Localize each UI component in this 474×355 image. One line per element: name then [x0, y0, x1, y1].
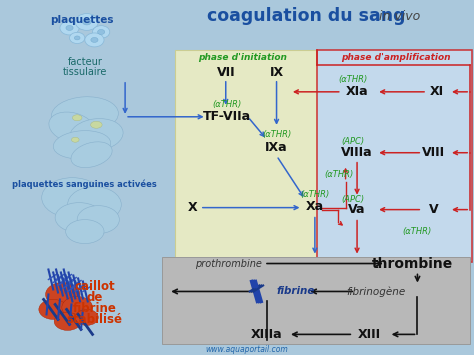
- Text: V: V: [429, 203, 438, 216]
- Text: thrombine: thrombine: [372, 257, 453, 271]
- Text: fibrinogène: fibrinogène: [346, 286, 406, 297]
- Ellipse shape: [42, 178, 103, 218]
- Text: IXa: IXa: [265, 141, 288, 154]
- Text: (APC): (APC): [342, 195, 365, 204]
- Ellipse shape: [77, 206, 119, 234]
- Ellipse shape: [39, 300, 68, 320]
- Text: VIIIa: VIIIa: [341, 146, 373, 159]
- Ellipse shape: [72, 137, 79, 142]
- Ellipse shape: [85, 33, 104, 47]
- Text: plaquettes: plaquettes: [50, 15, 114, 25]
- Text: (αTHR): (αTHR): [262, 130, 291, 139]
- Text: (APC): (APC): [342, 137, 365, 146]
- Text: XIII: XIII: [358, 328, 381, 341]
- Ellipse shape: [98, 29, 105, 34]
- Text: X: X: [187, 201, 197, 214]
- Ellipse shape: [68, 187, 121, 223]
- Ellipse shape: [54, 129, 110, 160]
- Bar: [317, 50, 472, 262]
- Text: TF-VIIa: TF-VIIa: [203, 110, 251, 123]
- Text: www.aquaportail.com: www.aquaportail.com: [205, 345, 288, 354]
- Ellipse shape: [70, 32, 85, 44]
- Text: (αTHR): (αTHR): [338, 75, 368, 84]
- Text: (αTHR): (αTHR): [300, 190, 329, 199]
- Text: Xa: Xa: [306, 200, 324, 213]
- Ellipse shape: [92, 26, 110, 38]
- Text: caillot: caillot: [74, 280, 115, 293]
- Text: IX: IX: [270, 66, 283, 80]
- Text: (αTHR): (αTHR): [403, 227, 432, 236]
- Ellipse shape: [51, 97, 118, 133]
- Text: (αTHR): (αTHR): [212, 100, 241, 109]
- Ellipse shape: [71, 142, 112, 167]
- Ellipse shape: [49, 112, 96, 143]
- Ellipse shape: [54, 312, 81, 331]
- Text: VII: VII: [217, 66, 235, 80]
- Ellipse shape: [70, 118, 123, 152]
- Bar: [162, 257, 470, 344]
- Text: coagulation du sang: coagulation du sang: [207, 7, 405, 25]
- Ellipse shape: [75, 13, 98, 30]
- Text: phase d'initiation: phase d'initiation: [199, 53, 287, 62]
- Ellipse shape: [60, 21, 79, 35]
- Text: de: de: [86, 291, 103, 304]
- Ellipse shape: [66, 26, 73, 31]
- Text: in vivo: in vivo: [379, 10, 420, 23]
- Text: VIII: VIII: [422, 146, 445, 159]
- Bar: [175, 50, 317, 262]
- Text: XIa: XIa: [346, 85, 368, 98]
- Ellipse shape: [73, 115, 82, 121]
- Text: XI: XI: [429, 85, 444, 98]
- Text: facteur: facteur: [67, 57, 102, 67]
- Ellipse shape: [91, 37, 98, 42]
- Text: (αTHR): (αTHR): [325, 170, 354, 179]
- Ellipse shape: [91, 121, 102, 128]
- Ellipse shape: [46, 283, 80, 306]
- Text: plaquettes sanguines activées: plaquettes sanguines activées: [12, 180, 157, 190]
- Text: Va: Va: [348, 203, 366, 216]
- Text: XIIIa: XIIIa: [251, 328, 283, 341]
- Ellipse shape: [55, 203, 103, 233]
- Ellipse shape: [75, 310, 98, 326]
- Ellipse shape: [62, 296, 92, 318]
- Text: fibrine: fibrine: [73, 302, 117, 315]
- Ellipse shape: [82, 19, 91, 25]
- Text: prothrombine: prothrombine: [195, 258, 262, 268]
- Text: fibrine: fibrine: [276, 286, 315, 296]
- Text: stabilisé: stabilisé: [66, 313, 122, 326]
- Text: tissulaire: tissulaire: [63, 67, 107, 77]
- Text: phase d'amplification: phase d'amplification: [341, 53, 450, 62]
- Ellipse shape: [66, 220, 104, 244]
- Ellipse shape: [74, 36, 80, 40]
